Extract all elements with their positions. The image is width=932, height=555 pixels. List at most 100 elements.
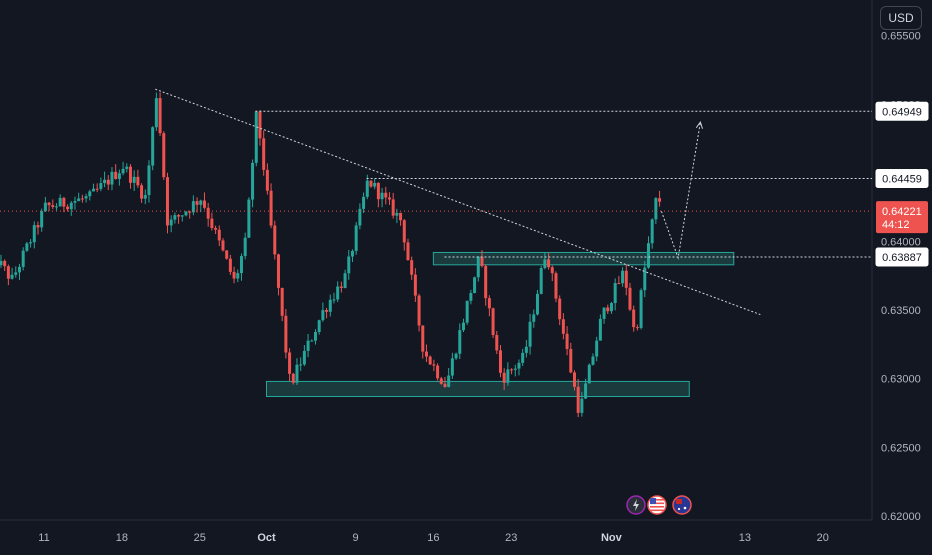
- candle-up: [199, 200, 203, 205]
- projection-path[interactable]: [660, 122, 701, 260]
- candle-down: [417, 295, 421, 326]
- candle-up: [180, 215, 184, 217]
- candle-down: [439, 378, 443, 384]
- candle-down: [384, 192, 388, 198]
- candle-up: [77, 198, 81, 202]
- us-flag-stripe: [650, 506, 664, 508]
- candle-up: [88, 191, 92, 197]
- candle-down: [391, 199, 395, 216]
- candle-up: [587, 364, 591, 384]
- candle-down: [62, 197, 66, 207]
- candle-up: [517, 362, 521, 369]
- candle-down: [165, 177, 169, 226]
- x-tick-label: Oct: [257, 532, 276, 544]
- candle-down: [221, 240, 225, 251]
- candle-up: [151, 127, 155, 166]
- candle-up: [313, 332, 317, 341]
- y-tick-label: 0.63500: [881, 305, 921, 317]
- candle-up: [91, 188, 95, 192]
- level-label-box: [875, 101, 929, 121]
- candle-down: [502, 372, 506, 383]
- candle-up: [343, 273, 347, 288]
- candle-up: [43, 202, 47, 212]
- candle-up: [595, 340, 599, 357]
- candle-down: [406, 242, 410, 261]
- candle-down: [436, 365, 440, 379]
- candle-up: [40, 211, 44, 228]
- candle-up: [191, 201, 195, 213]
- candle-up: [117, 173, 121, 179]
- candle-up: [251, 162, 255, 200]
- candle-up: [247, 199, 251, 238]
- candle-down: [47, 202, 51, 206]
- candle-down: [232, 271, 236, 279]
- candle-up: [154, 98, 158, 128]
- candle-up: [310, 340, 314, 342]
- level-price-label: 0.64949: [875, 101, 929, 121]
- level-price-label: 0.63887: [875, 247, 929, 267]
- candle-down: [554, 273, 558, 299]
- candle-down: [325, 310, 329, 312]
- candle-down: [413, 274, 417, 296]
- y-tick-label: 0.62000: [881, 511, 921, 523]
- candle-up: [450, 358, 454, 376]
- candle-up: [621, 270, 625, 284]
- candle-down: [399, 212, 403, 221]
- candle-up: [317, 320, 321, 333]
- candle-up: [524, 346, 528, 353]
- us-flag-stripe: [650, 499, 664, 501]
- candle-up: [58, 197, 62, 207]
- candle-down: [487, 298, 491, 309]
- us-flag-canton: [650, 498, 656, 504]
- resistance-zone[interactable]: [432, 251, 735, 266]
- y-tick-label: 0.64000: [881, 236, 921, 248]
- support-zone[interactable]: [266, 380, 690, 398]
- candle-down: [632, 309, 636, 328]
- candle-down: [276, 254, 280, 288]
- candle-up: [380, 192, 384, 200]
- candle-up: [143, 195, 147, 199]
- candle-up: [513, 368, 517, 370]
- candle-down: [206, 207, 210, 219]
- candle-down: [658, 198, 662, 202]
- candle-up: [469, 293, 473, 301]
- candle-up: [532, 314, 536, 322]
- candle-up: [295, 364, 299, 383]
- candle-down: [410, 260, 414, 275]
- candle-up: [365, 180, 369, 197]
- candle-up: [29, 242, 33, 244]
- candle-up: [350, 250, 354, 257]
- candle-down: [273, 225, 277, 255]
- candle-up: [306, 340, 310, 351]
- candle-down: [136, 176, 140, 186]
- candle-up: [332, 299, 336, 301]
- lightning-icon[interactable]: [626, 495, 646, 515]
- candle-up: [69, 202, 73, 210]
- candle-up: [447, 375, 451, 387]
- candle-up: [328, 299, 332, 312]
- us-flag-icon[interactable]: [647, 495, 667, 515]
- candle-up: [461, 322, 465, 331]
- candle-down: [284, 315, 288, 353]
- candle-down: [280, 287, 284, 316]
- au-flag-icon[interactable]: [672, 495, 692, 515]
- level-label-box: [875, 247, 929, 267]
- candle-down: [491, 308, 495, 336]
- candle-up: [169, 219, 173, 226]
- candle-up: [32, 225, 36, 243]
- currency-button[interactable]: USD: [880, 6, 922, 30]
- level-label-text: 0.63887: [882, 252, 922, 264]
- candle-up: [17, 266, 21, 273]
- candle-up: [354, 225, 358, 251]
- candle-down: [288, 352, 292, 374]
- candle-down: [258, 111, 262, 139]
- candle-up: [236, 273, 240, 279]
- candle-down: [628, 287, 632, 310]
- candle-up: [373, 182, 377, 187]
- candle-down: [80, 198, 84, 200]
- candle-up: [528, 321, 532, 347]
- candles: [0, 92, 662, 418]
